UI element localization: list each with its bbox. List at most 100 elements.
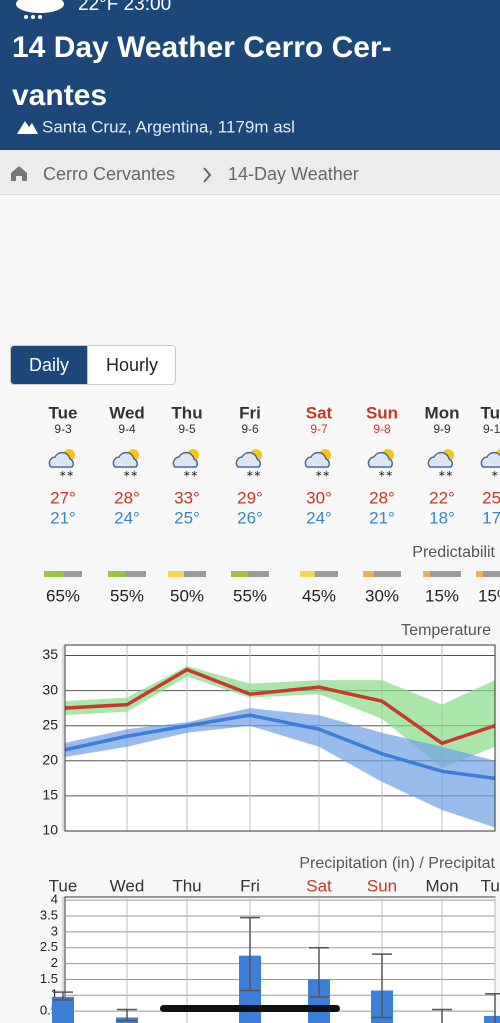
predictability-track [168, 571, 206, 577]
title-line: vantes [12, 79, 107, 112]
y-tick-label: 35 [42, 646, 58, 662]
weather-icon: ∗∗ [172, 449, 199, 478]
y-tick-label: 3 [51, 923, 58, 938]
predictability-track [231, 571, 269, 577]
weather-icon: ∗∗ [304, 449, 331, 478]
y-tick-label: 20 [42, 752, 58, 768]
high-temp: 29° [237, 488, 263, 507]
error-bar [240, 916, 260, 992]
predictability-label: 50% [170, 586, 204, 605]
tab-hourly[interactable]: Hourly [87, 346, 175, 384]
icon-snow: ∗∗ [315, 468, 330, 478]
low-temp: 17° [482, 508, 500, 527]
breadcrumb-separator [203, 167, 212, 183]
title-line: 14 Day Weather Cerro Cer- [12, 31, 392, 64]
predictability-bar [44, 571, 64, 577]
predictability-track [363, 571, 401, 577]
x-tick-label: Thu [172, 876, 201, 895]
temperature-band [65, 708, 495, 828]
predictability-label: 65% [46, 586, 80, 605]
icon-snow: ∗∗ [183, 468, 198, 478]
icon-cloud [367, 451, 393, 468]
y-tick-label: 2.5 [40, 939, 58, 954]
predictability-track [423, 571, 461, 577]
predictability-bar [476, 571, 483, 577]
temperature-title: Temperature [401, 622, 491, 639]
precipitation-bar [52, 996, 74, 1023]
predictability-bar [300, 571, 315, 577]
x-tick-label: Tue [49, 876, 78, 895]
view-toggle: Daily Hourly [10, 345, 176, 385]
predictability-label: 30% [365, 586, 399, 605]
icon-cloud [304, 451, 330, 468]
location: Santa Cruz, Argentina, 1179m asl [42, 117, 295, 136]
icon-cloud [48, 451, 74, 468]
home-indicator [160, 1005, 340, 1012]
predictability-bar [108, 571, 126, 577]
predictability-track [108, 571, 146, 577]
predictability-label: 55% [233, 586, 267, 605]
tab-daily[interactable]: Daily [11, 346, 87, 384]
icon-cloud [235, 451, 261, 468]
y-tick-label: 1 [51, 987, 58, 1002]
predictability-label: 15% [478, 586, 500, 605]
low-temp: 18° [429, 508, 455, 527]
y-tick-label: 1.5 [40, 971, 58, 986]
temperature-band [65, 666, 495, 768]
x-tick-label: Mon [425, 876, 458, 895]
breadcrumb-bar [0, 150, 500, 195]
weather-icon: ∗∗ [235, 449, 262, 478]
status-text: 22°F 23:00 [78, 0, 171, 15]
day-name: Tue [49, 403, 78, 422]
day-name: Tue [481, 403, 500, 422]
high-temp: 27° [50, 488, 76, 507]
temperature-line [65, 667, 495, 746]
breadcrumb-link[interactable]: Cerro Cervantes [43, 164, 175, 184]
weather-icon: ∗∗ [367, 449, 394, 478]
high-temp: 30° [306, 488, 332, 507]
low-temp: 24° [306, 508, 332, 527]
icon-cloud [112, 451, 138, 468]
day-date: 9-6 [241, 422, 259, 436]
precipitation-bar [308, 979, 330, 1023]
low-temp: 24° [114, 508, 140, 527]
x-tick-label: Tue [481, 876, 500, 895]
low-temp: 21° [50, 508, 76, 527]
x-tick-label: Sat [306, 876, 332, 895]
error-bar [485, 992, 500, 1023]
low-temp: 25° [174, 508, 200, 527]
icon-cloud [427, 451, 453, 468]
weather-icon: ∗∗ [48, 449, 75, 478]
predictability-track [300, 571, 338, 577]
y-tick-label: 4 [51, 892, 58, 907]
day-name: Fri [239, 403, 261, 422]
icon-snow: ∗∗ [491, 468, 500, 478]
day-name: Mon [425, 403, 460, 422]
y-tick-label: 30 [42, 681, 58, 697]
high-temp: 22° [429, 488, 455, 507]
day-date: 9-4 [118, 422, 136, 436]
weather-icon: ∗∗ [480, 449, 500, 478]
low-temp: 21° [369, 508, 395, 527]
icon-cloud [172, 451, 198, 468]
chart-background [64, 896, 496, 1023]
high-temp: 33° [174, 488, 200, 507]
predictability-label: 55% [110, 586, 144, 605]
icon-snow: ∗∗ [123, 468, 138, 478]
predictability-bar [363, 571, 374, 577]
x-tick-label: Sun [367, 876, 397, 895]
predictability-label: 15% [425, 586, 459, 605]
day-name: Thu [171, 403, 202, 422]
home-icon[interactable] [11, 166, 27, 181]
precipitation-title: Precipitation (in) / Precipitat [299, 855, 495, 872]
day-name: Sun [366, 403, 398, 422]
breadcrumb-current: 14-Day Weather [228, 164, 359, 184]
high-temp: 28° [114, 488, 140, 507]
predictability-title: Predictabilit [412, 544, 495, 561]
day-name: Sat [306, 403, 333, 422]
high-temp: 25° [482, 488, 500, 507]
icon-snow: ∗∗ [378, 468, 393, 478]
weather-icon: ∗∗ [112, 449, 139, 478]
